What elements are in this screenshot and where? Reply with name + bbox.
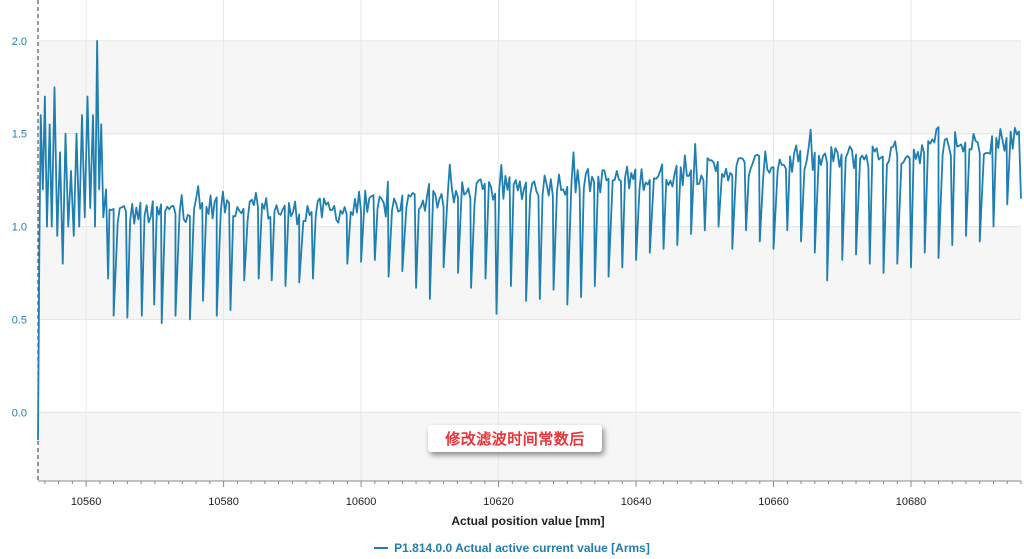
- plot-band: [38, 319, 1021, 413]
- legend-label: P1.814.0.0 Actual active current value […: [394, 541, 650, 555]
- x-tick-label: 10620: [483, 496, 514, 508]
- y-axis-ticks: 0.0 0.5 1.0 1.5 2.0: [12, 36, 27, 419]
- y-tick-label: 1.0: [12, 222, 27, 234]
- series-line-group: [37, 39, 1022, 441]
- x-tick-label: 10580: [208, 496, 239, 508]
- y-tick-label: 1.5: [12, 129, 27, 141]
- x-axis-title: Actual position value [mm]: [451, 514, 604, 528]
- chart-annotation: 修改滤波时间常数后: [428, 425, 602, 452]
- plot-band: [38, 0, 1021, 41]
- plot-background: [38, 0, 1021, 481]
- x-tick-label: 10600: [346, 496, 377, 508]
- x-axis-ticks: 10560 10580 10600 10620 10640 10660 10680: [44, 481, 1022, 508]
- y-tick-label: 0.0: [12, 407, 27, 419]
- plot-band: [38, 40, 1021, 134]
- x-tick-label: 10680: [896, 496, 927, 508]
- series-line: [37, 39, 1022, 441]
- legend[interactable]: P1.814.0.0 Actual active current value […: [0, 539, 1024, 557]
- annotation-text: 修改滤波时间常数后: [445, 430, 585, 448]
- y-tick-label: 0.5: [12, 314, 27, 326]
- plot-band: [38, 226, 1021, 320]
- legend-swatch: [374, 547, 389, 549]
- x-tick-label: 10640: [621, 496, 652, 508]
- x-tick-label: 10660: [758, 496, 789, 508]
- x-tick-label: 10560: [71, 496, 102, 508]
- y-tick-label: 2.0: [12, 36, 27, 48]
